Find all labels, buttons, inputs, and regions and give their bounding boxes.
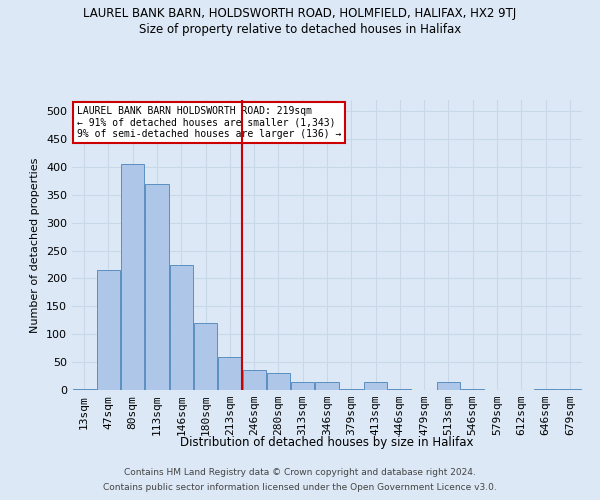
Bar — [218, 356, 241, 390]
Bar — [559, 389, 581, 390]
Bar — [194, 323, 217, 390]
Bar — [73, 389, 95, 390]
Bar — [291, 382, 314, 390]
Bar — [340, 389, 363, 390]
Text: Size of property relative to detached houses in Halifax: Size of property relative to detached ho… — [139, 22, 461, 36]
Bar — [437, 382, 460, 390]
Text: Contains HM Land Registry data © Crown copyright and database right 2024.: Contains HM Land Registry data © Crown c… — [124, 468, 476, 477]
Bar — [316, 382, 338, 390]
Bar — [461, 389, 484, 390]
Text: LAUREL BANK BARN HOLDSWORTH ROAD: 219sqm
← 91% of detached houses are smaller (1: LAUREL BANK BARN HOLDSWORTH ROAD: 219sqm… — [77, 106, 341, 139]
Bar — [388, 389, 412, 390]
Bar — [121, 164, 144, 390]
Bar — [145, 184, 169, 390]
Text: Contains public sector information licensed under the Open Government Licence v3: Contains public sector information licen… — [103, 483, 497, 492]
Bar — [170, 264, 193, 390]
Bar — [267, 374, 290, 390]
Bar — [364, 382, 387, 390]
Text: LAUREL BANK BARN, HOLDSWORTH ROAD, HOLMFIELD, HALIFAX, HX2 9TJ: LAUREL BANK BARN, HOLDSWORTH ROAD, HOLMF… — [83, 8, 517, 20]
Text: Distribution of detached houses by size in Halifax: Distribution of detached houses by size … — [180, 436, 474, 449]
Bar — [534, 389, 557, 390]
Bar — [242, 370, 266, 390]
Y-axis label: Number of detached properties: Number of detached properties — [31, 158, 40, 332]
Bar — [97, 270, 120, 390]
